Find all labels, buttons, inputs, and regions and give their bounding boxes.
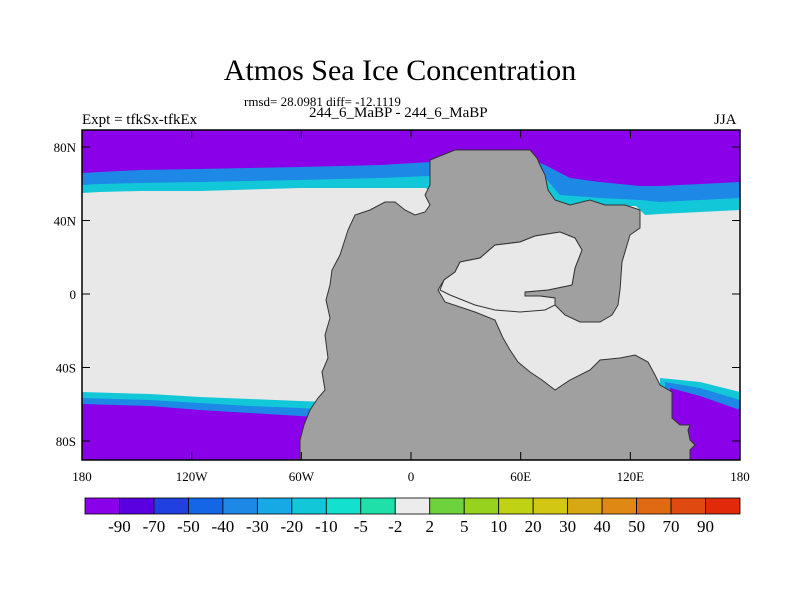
land-mass <box>299 149 696 461</box>
lat-tick-marks: 80N 40N 0 40S 80S <box>54 140 740 449</box>
lon-tick-label: 180 <box>72 469 92 484</box>
lon-tick-label: 120E <box>617 469 645 484</box>
colorbar-label: -90 <box>108 517 131 536</box>
colorbar-label: -70 <box>143 517 166 536</box>
map-panel: 180 120W 60W 0 60E 120E 180 80N 40N 0 40S 80S <box>54 129 750 484</box>
colorbar-swatch <box>498 497 534 515</box>
colorbar-label: 90 <box>697 517 714 536</box>
colorbar-swatch <box>394 497 431 515</box>
colorbar-swatch <box>291 497 327 515</box>
case-label: 244_6_MaBP - 244_6_MaBP <box>309 105 488 121</box>
colorbar-label: 30 <box>559 517 576 536</box>
colorbar-swatch <box>601 497 637 515</box>
experiment-label: Expt = tfkSx-tfkEx <box>82 112 198 128</box>
colorbar-label: 10 <box>490 517 507 536</box>
lon-tick-label: 120W <box>176 469 209 484</box>
lat-tick-label: 80N <box>54 140 77 155</box>
lon-tick-label: 0 <box>408 469 415 484</box>
season-label: JJA <box>714 112 737 128</box>
colorbar: -90 -70 -50 -40 -30 -20 -10 -5 -2 2 5 10 20 30 40 50 70 9… <box>84 497 741 536</box>
colorbar-swatch <box>153 497 189 515</box>
colorbar-swatch <box>429 497 465 515</box>
south-ice-strong-band <box>82 388 740 460</box>
colorbar-swatch <box>463 497 500 515</box>
lat-tick-label: 80S <box>56 434 76 449</box>
colorbar-label: 5 <box>460 517 469 536</box>
colorbar-swatch <box>705 497 741 515</box>
colorbar-swatch <box>670 497 706 515</box>
colorbar-swatch <box>84 497 120 515</box>
lat-tick-label: 0 <box>70 287 77 302</box>
colorbar-swatch <box>188 497 224 515</box>
colorbar-label: -10 <box>315 517 338 536</box>
colorbar-label: -5 <box>354 517 368 536</box>
colorbar-swatch <box>360 497 396 515</box>
lon-tick-marks: 180 120W 60W 0 60E 120E 180 <box>72 130 750 484</box>
colorbar-label: 40 <box>594 517 611 536</box>
lat-tick-label: 40S <box>56 361 76 376</box>
lon-tick-label: 60E <box>510 469 531 484</box>
colorbar-label: 70 <box>663 517 680 536</box>
north-ice-strong-band <box>82 130 740 186</box>
colorbar-swatch <box>256 497 293 515</box>
colorbar-swatch <box>119 497 155 515</box>
colorbar-swatch <box>532 497 569 515</box>
colorbar-label: 20 <box>525 517 542 536</box>
colorbar-swatch <box>636 497 672 515</box>
colorbar-swatch <box>222 497 258 515</box>
stats-text: rmsd= 28.0981 diff= -12.1119 <box>244 94 401 109</box>
inland-basin <box>439 231 583 313</box>
colorbar-label: -20 <box>281 517 304 536</box>
colorbar-label: -30 <box>246 517 269 536</box>
lat-tick-label: 40N <box>54 214 77 229</box>
plot-title: Atmos Sea Ice Concentration <box>223 54 577 87</box>
colorbar-swatch <box>567 497 603 515</box>
colorbar-label: -40 <box>212 517 235 536</box>
colorbar-label: -50 <box>177 517 200 536</box>
lon-tick-label: 60W <box>289 469 315 484</box>
colorbar-label: 50 <box>628 517 645 536</box>
colorbar-label: -2 <box>388 517 402 536</box>
colorbar-swatch <box>325 497 362 515</box>
colorbar-label: 2 <box>425 517 434 536</box>
lon-tick-label: 180 <box>730 469 750 484</box>
